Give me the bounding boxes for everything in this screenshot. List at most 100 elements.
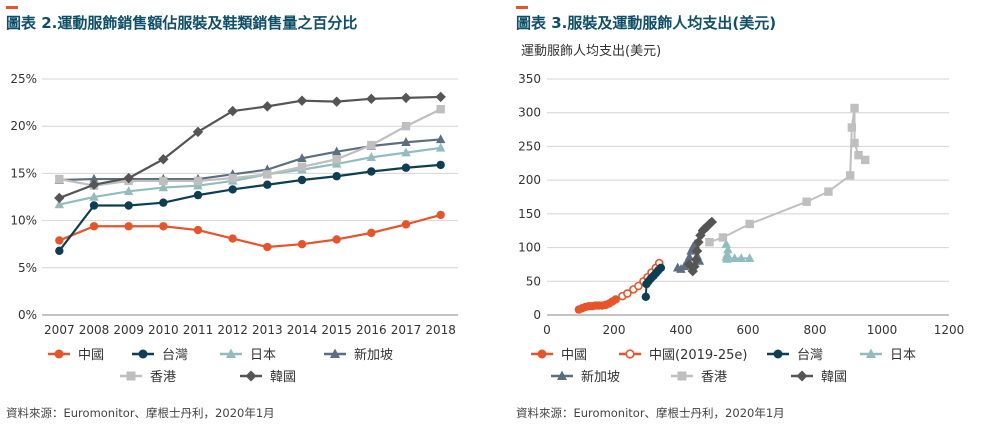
x-tick-label: 200 — [603, 323, 626, 337]
legend-label: 中國(2019-25e) — [649, 348, 747, 363]
data-point — [228, 185, 237, 194]
data-point — [435, 142, 446, 152]
y-tick-label: 200 — [518, 173, 541, 187]
x-tick-label: 2013 — [252, 323, 283, 337]
line-chart: 0% 5% 10% 15% 20% 25% 2007 2008 2009 2010 2011 2012… — [10, 72, 458, 385]
data-point — [89, 173, 99, 183]
data-point — [436, 210, 445, 220]
legend-label: 韓國 — [821, 370, 847, 385]
legend-label: 中國 — [78, 348, 104, 363]
y-tick-label: 0% — [18, 308, 37, 322]
data-point — [824, 187, 833, 196]
y-tick-label: 0 — [533, 308, 541, 322]
data-point — [296, 95, 308, 106]
data-point — [401, 137, 411, 146]
scatter-chart: 運動服飾人均支出(美元) 0 50 100 150 200 250 300 350 0 200 400… — [518, 44, 964, 385]
data-point — [435, 91, 446, 103]
data-point — [684, 251, 695, 261]
data-point — [634, 281, 643, 291]
data-point — [861, 155, 870, 165]
legend-marker — [138, 349, 148, 359]
chart-subtitle: 運動服飾人均支出(美元) — [521, 44, 661, 59]
data-point — [745, 219, 754, 229]
data-point — [401, 163, 411, 172]
x-tick-label: 400 — [670, 323, 693, 337]
y-tick-label: 10% — [10, 214, 37, 228]
data-point — [332, 235, 341, 244]
data-point — [227, 105, 238, 117]
data-point — [331, 96, 342, 107]
data-point — [623, 289, 632, 298]
x-tick-label: 1000 — [867, 323, 898, 337]
data-point — [123, 186, 134, 196]
data-point — [158, 154, 169, 165]
data-point — [736, 253, 746, 263]
data-point — [367, 167, 376, 176]
x-tick-label: 2014 — [287, 323, 318, 337]
x-tick-label: 2015 — [321, 323, 352, 337]
data-point — [193, 176, 203, 186]
legend-label: 中國 — [561, 348, 587, 363]
data-point — [366, 93, 377, 105]
data-point — [228, 234, 237, 243]
y-tick-label: 20% — [10, 119, 37, 133]
data-point — [124, 222, 133, 231]
y-tick-label: 350 — [518, 72, 541, 86]
x-tick-label: 2016 — [356, 323, 387, 337]
data-point — [263, 180, 272, 189]
data-point — [366, 152, 377, 162]
legend-label: 香港 — [150, 370, 176, 385]
y-tick-label: 25% — [10, 72, 37, 86]
legend-marker — [226, 348, 236, 358]
series-line — [58, 95, 441, 199]
data-point — [744, 253, 755, 263]
x-tick-label: 2017 — [391, 323, 422, 337]
data-point — [263, 170, 272, 179]
series-line — [709, 106, 866, 244]
data-point — [228, 173, 237, 183]
data-point — [722, 253, 732, 263]
legend-marker — [677, 371, 687, 381]
data-point — [401, 220, 411, 229]
x-tick-label: 0 — [543, 323, 551, 337]
data-point — [55, 246, 64, 256]
data-point — [159, 176, 168, 186]
x-tick-label: 2009 — [113, 323, 144, 337]
data-point — [193, 190, 203, 200]
data-point — [263, 242, 272, 252]
data-point — [845, 171, 855, 180]
y-tick-label: 100 — [518, 241, 541, 255]
data-point — [401, 122, 411, 131]
data-point — [850, 103, 859, 113]
legend-marker — [537, 349, 547, 359]
legend-marker — [866, 348, 876, 358]
data-point — [641, 292, 651, 301]
data-point — [400, 92, 412, 104]
y-tick-label: 300 — [518, 106, 541, 120]
data-point — [684, 259, 695, 270]
title-accent-bar — [6, 6, 18, 9]
data-point — [332, 155, 341, 164]
data-point — [718, 233, 728, 242]
legend-label: 日本 — [250, 348, 276, 363]
y-tick-label: 15% — [10, 166, 37, 180]
data-point — [89, 201, 99, 210]
data-point — [159, 222, 168, 231]
y-tick-label: 150 — [518, 207, 541, 221]
series-line — [59, 138, 441, 182]
chart-title: 圖表 2.運動服飾銷售額佔服裝及鞋類銷售量之百分比 — [6, 14, 358, 32]
legend-label: 韓國 — [270, 370, 296, 385]
data-point — [802, 197, 811, 206]
legend-label: 新加坡 — [581, 369, 620, 385]
data-point — [193, 225, 203, 235]
legend-label: 新加坡 — [354, 347, 393, 363]
x-tick-label: 2012 — [217, 323, 248, 337]
data-point — [367, 140, 376, 150]
legend-marker — [773, 349, 783, 359]
data-point — [88, 179, 100, 190]
data-point — [436, 105, 445, 114]
y-tick-label: 5% — [18, 261, 37, 275]
series-line — [59, 146, 441, 206]
x-tick-label: 800 — [804, 323, 827, 337]
data-point — [54, 192, 65, 204]
